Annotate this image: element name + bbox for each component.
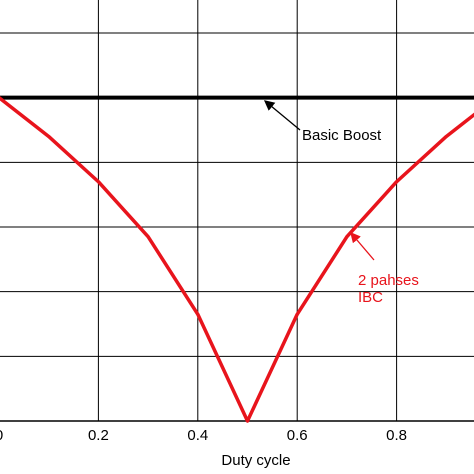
x-tick-label: 0.6 xyxy=(287,427,308,444)
x-axis-label: Duty cycle xyxy=(221,452,290,469)
x-tick-label: 0 xyxy=(0,427,3,444)
annotation: 2 pahses xyxy=(358,272,419,289)
x-tick-label: 0.2 xyxy=(88,427,109,444)
annotation-arrow xyxy=(350,232,375,261)
annotation: Basic Boost xyxy=(302,127,382,144)
annotation-arrow xyxy=(263,100,301,131)
series-line xyxy=(0,96,474,423)
annotation: IBC xyxy=(358,289,383,306)
x-tick-label: 0.4 xyxy=(187,427,208,444)
x-tick-label: 0.8 xyxy=(386,427,407,444)
